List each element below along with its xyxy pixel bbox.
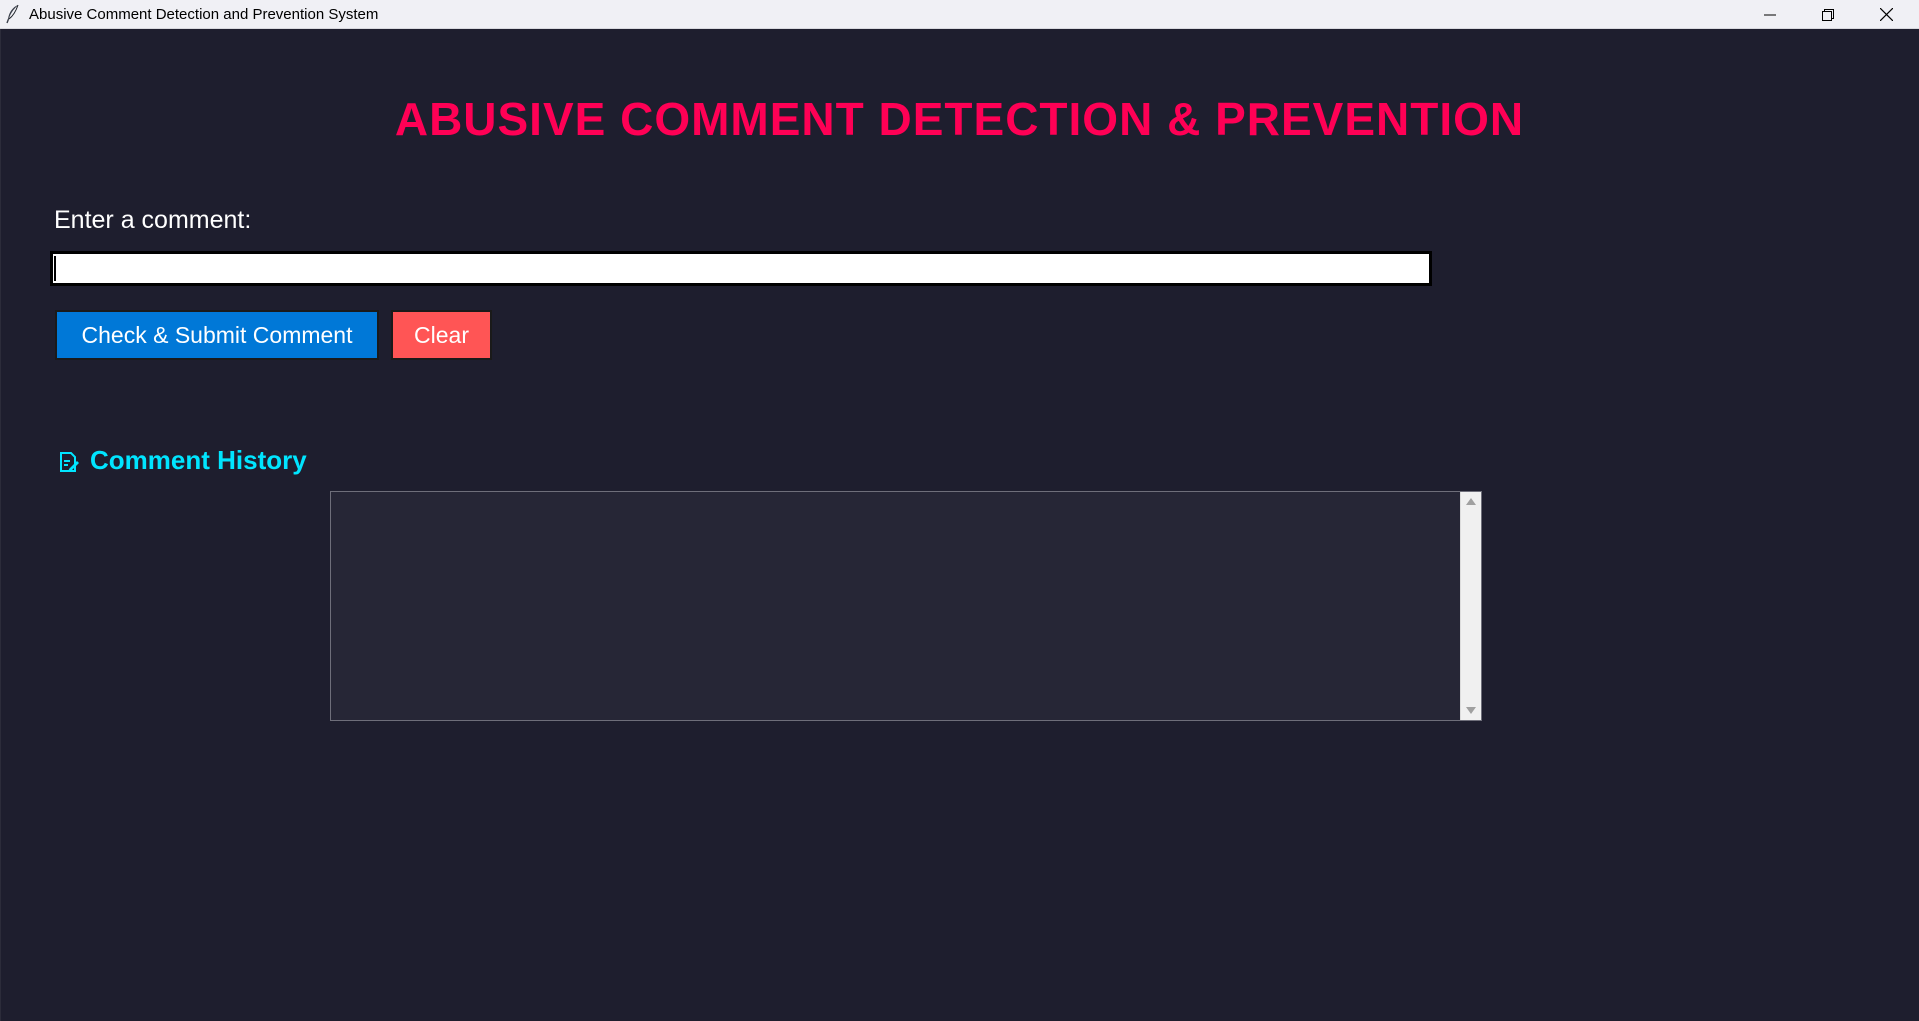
arrow-down-icon <box>1466 702 1476 720</box>
scroll-down-button[interactable] <box>1461 702 1481 720</box>
clear-button[interactable]: Clear <box>391 310 492 360</box>
minimize-icon <box>1764 9 1776 21</box>
comment-input[interactable] <box>50 251 1432 286</box>
text-caret <box>54 256 56 281</box>
maximize-button[interactable] <box>1799 0 1857 29</box>
history-scrollbar[interactable] <box>1460 492 1481 720</box>
feather-icon <box>6 4 20 24</box>
page-title: ABUSIVE COMMENT DETECTION & PREVENTION <box>394 93 1525 145</box>
window-titlebar: Abusive Comment Detection and Prevention… <box>0 0 1919 29</box>
minimize-button[interactable] <box>1741 0 1799 29</box>
scroll-up-button[interactable] <box>1461 492 1481 510</box>
close-icon <box>1879 8 1893 21</box>
close-button[interactable] <box>1857 0 1915 29</box>
window-title: Abusive Comment Detection and Prevention… <box>29 6 379 23</box>
comment-history-content <box>331 492 1460 720</box>
comment-history-label: Comment History <box>90 445 307 475</box>
restore-icon <box>1822 8 1834 21</box>
comment-label: Enter a comment: <box>54 206 252 234</box>
comment-history-textbox[interactable] <box>330 491 1482 721</box>
comment-history-heading: Comment History <box>57 445 307 476</box>
check-submit-button[interactable]: Check & Submit Comment <box>55 310 379 360</box>
memo-icon <box>57 450 81 474</box>
arrow-up-icon <box>1466 492 1476 510</box>
